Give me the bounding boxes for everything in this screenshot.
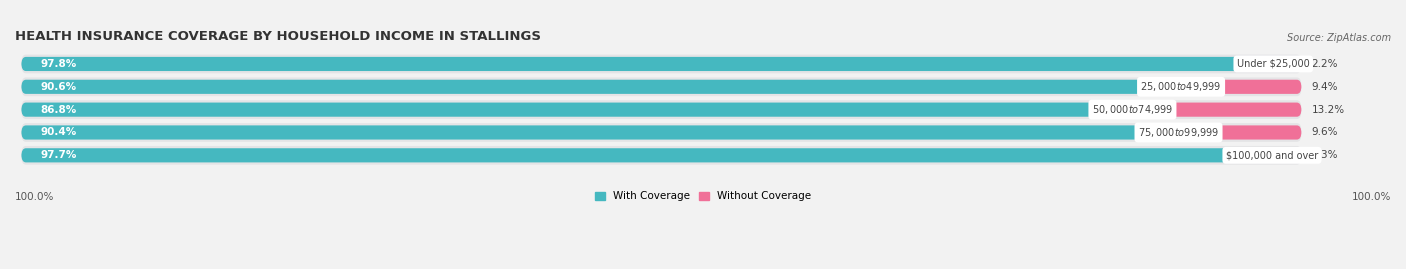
- Text: 100.0%: 100.0%: [1351, 192, 1391, 202]
- Text: 9.4%: 9.4%: [1312, 82, 1339, 92]
- Text: HEALTH INSURANCE COVERAGE BY HOUSEHOLD INCOME IN STALLINGS: HEALTH INSURANCE COVERAGE BY HOUSEHOLD I…: [15, 30, 541, 43]
- Text: Source: ZipAtlas.com: Source: ZipAtlas.com: [1286, 33, 1391, 43]
- Text: Under $25,000: Under $25,000: [1237, 59, 1309, 69]
- FancyBboxPatch shape: [1274, 57, 1302, 71]
- FancyBboxPatch shape: [21, 77, 1302, 96]
- FancyBboxPatch shape: [21, 148, 1272, 162]
- FancyBboxPatch shape: [21, 125, 1178, 140]
- Legend: With Coverage, Without Coverage: With Coverage, Without Coverage: [595, 191, 811, 201]
- Text: 13.2%: 13.2%: [1312, 105, 1344, 115]
- Text: 97.8%: 97.8%: [41, 59, 77, 69]
- Text: $25,000 to $49,999: $25,000 to $49,999: [1140, 80, 1222, 93]
- Text: 9.6%: 9.6%: [1312, 128, 1339, 137]
- Text: 90.4%: 90.4%: [41, 128, 77, 137]
- FancyBboxPatch shape: [21, 123, 1302, 142]
- Text: $50,000 to $74,999: $50,000 to $74,999: [1092, 103, 1173, 116]
- FancyBboxPatch shape: [21, 55, 1302, 73]
- FancyBboxPatch shape: [21, 57, 1274, 71]
- FancyBboxPatch shape: [21, 80, 1181, 94]
- Text: 2.3%: 2.3%: [1312, 150, 1339, 160]
- Text: $100,000 and over: $100,000 and over: [1226, 150, 1317, 160]
- FancyBboxPatch shape: [21, 102, 1132, 117]
- FancyBboxPatch shape: [21, 146, 1302, 165]
- Text: 97.7%: 97.7%: [41, 150, 77, 160]
- Text: 2.2%: 2.2%: [1312, 59, 1339, 69]
- FancyBboxPatch shape: [1272, 148, 1302, 162]
- FancyBboxPatch shape: [1132, 102, 1302, 117]
- Text: $75,000 to $99,999: $75,000 to $99,999: [1137, 126, 1219, 139]
- FancyBboxPatch shape: [21, 100, 1302, 119]
- FancyBboxPatch shape: [1178, 125, 1302, 140]
- Text: 100.0%: 100.0%: [15, 192, 55, 202]
- Text: 90.6%: 90.6%: [41, 82, 77, 92]
- FancyBboxPatch shape: [1181, 80, 1302, 94]
- Text: 86.8%: 86.8%: [41, 105, 77, 115]
